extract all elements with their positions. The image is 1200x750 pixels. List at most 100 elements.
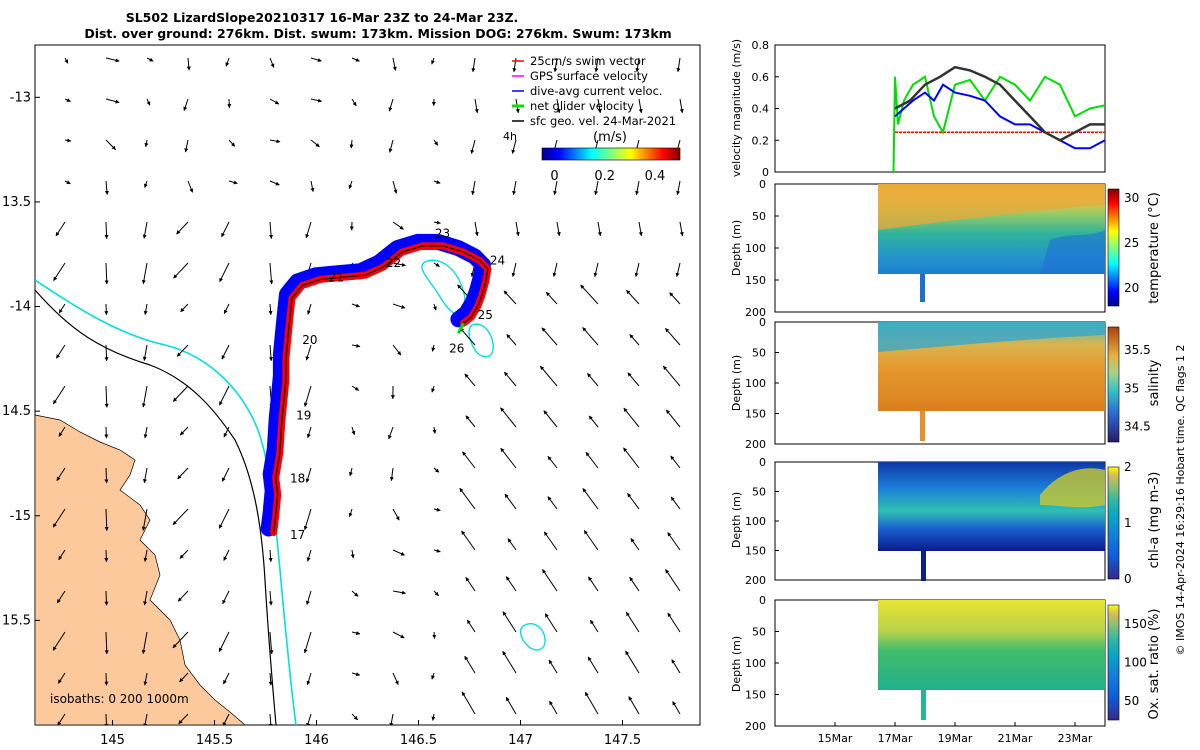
velocity-arrow bbox=[225, 57, 230, 67]
glider-track bbox=[260, 233, 492, 537]
depth-tick-label: 0 bbox=[759, 316, 766, 329]
colorbar-tick-label: 0.2 bbox=[594, 169, 615, 184]
oxygen-ylabel: Depth (m) bbox=[730, 636, 743, 692]
velocity-arrow bbox=[351, 631, 361, 635]
velocity-arrow bbox=[305, 344, 312, 361]
oxygen-panel: Depth (m) Ox. sat. ratio (%) bbox=[730, 599, 1162, 727]
velocity-arrow bbox=[389, 467, 394, 482]
velocity-arrow bbox=[662, 365, 681, 387]
velocity-arrow bbox=[223, 303, 230, 314]
depth-tick-label: 150 bbox=[745, 274, 766, 287]
day-labels: 17 18 19 20 21 22 23 24 25 26 bbox=[290, 226, 505, 541]
date-tick-label: 17Mar bbox=[878, 732, 913, 745]
velocity-arrow bbox=[351, 672, 361, 677]
velocity-y-tick-label: 0.4 bbox=[752, 103, 770, 116]
velocity-arrow bbox=[670, 496, 681, 510]
day-label: 17 bbox=[290, 528, 305, 542]
velocity-arrow bbox=[104, 262, 109, 285]
sfc-geo-velocity-arrows bbox=[52, 57, 684, 725]
velocity-arrow bbox=[594, 180, 599, 196]
velocity-arrow bbox=[223, 672, 230, 685]
velocity-arrow bbox=[351, 426, 356, 436]
velocity-arrow bbox=[623, 407, 640, 428]
velocity-arrow bbox=[221, 221, 230, 238]
map-x-tick-label: 146 bbox=[304, 733, 329, 748]
legend-label: sfc geo. vel. 24-Mar-2021 bbox=[530, 114, 676, 128]
velocity-arrow bbox=[351, 98, 357, 107]
velocity-arrow bbox=[269, 180, 280, 186]
velocity-arrow bbox=[221, 467, 230, 482]
day-label: 18 bbox=[290, 471, 305, 485]
map-x-axis: 145 145.5 146 146.5 147 147.5 bbox=[100, 720, 641, 748]
velocity-arrow bbox=[177, 590, 189, 602]
velocity-arrow bbox=[431, 713, 436, 721]
velocity-arrow bbox=[630, 538, 640, 551]
velocity-arrow bbox=[459, 327, 476, 346]
velocity-arrow bbox=[432, 631, 437, 639]
velocity-arrow bbox=[310, 98, 323, 103]
track-map: 145 145.5 146 146.5 147 147.5 -1313.5-1414.5-… bbox=[2, 44, 701, 748]
depth-tick-label: 150 bbox=[745, 689, 766, 702]
velocity-y-tick-label: 0.6 bbox=[752, 71, 770, 84]
velocity-arrow bbox=[305, 467, 312, 483]
velocity-arrow bbox=[64, 138, 72, 143]
date-tick-label: 19Mar bbox=[938, 732, 973, 745]
colorbar-tick-label: 0 bbox=[550, 169, 558, 184]
velocity-arrow bbox=[351, 343, 361, 348]
velocity-arrow bbox=[228, 180, 238, 185]
isobath-200 bbox=[35, 279, 297, 725]
map-y-tick-label: 13.5 bbox=[2, 195, 31, 210]
velocity-arrow bbox=[629, 334, 640, 346]
velocity-arrow bbox=[549, 700, 558, 715]
velocity-arrow bbox=[466, 619, 476, 633]
velocity-arrow bbox=[504, 493, 517, 510]
velocity-arrow bbox=[177, 467, 189, 480]
depth-tick-label: 0 bbox=[759, 594, 766, 607]
velocity-arrow bbox=[56, 467, 66, 481]
velocity-arrow bbox=[104, 467, 109, 484]
velocity-arrow bbox=[548, 659, 558, 674]
velocity-arrow bbox=[676, 180, 681, 196]
velocity-arrow bbox=[543, 410, 558, 428]
velocity-arrow bbox=[505, 696, 517, 715]
velocity-arrow bbox=[223, 426, 230, 438]
velocity-arrow bbox=[543, 531, 558, 551]
velocity-arrow bbox=[506, 334, 517, 346]
colorbar-title: (m/s) bbox=[593, 130, 627, 145]
velocity-arrow bbox=[53, 262, 66, 281]
velocity-arrow bbox=[470, 139, 476, 154]
legend-label: GPS surface velocity bbox=[530, 69, 648, 83]
velocity-arrow bbox=[228, 139, 236, 147]
colorbar-tick-label: 35 bbox=[1124, 381, 1139, 395]
velocity-arrow bbox=[392, 508, 400, 521]
legend-hour-label: 4h bbox=[503, 130, 517, 143]
velocity-arrow bbox=[55, 221, 66, 237]
velocity-arrow bbox=[268, 344, 273, 362]
velocity-arrow bbox=[218, 385, 230, 406]
velocity-arrow bbox=[58, 426, 66, 437]
velocity-arrow bbox=[305, 590, 312, 606]
velocity-arrow bbox=[219, 262, 230, 283]
velocity-arrow bbox=[104, 344, 109, 362]
velocity-arrow bbox=[104, 385, 109, 408]
velocity-arrow bbox=[180, 303, 189, 313]
velocity-arrow bbox=[172, 631, 189, 649]
velocity-arrow bbox=[511, 262, 517, 278]
depth-tick-label: 200 bbox=[745, 306, 766, 319]
map-x-tick-label: 146.5 bbox=[400, 733, 437, 748]
velocity-arrow bbox=[349, 139, 354, 149]
velocity-arrow bbox=[146, 57, 154, 62]
colorbar-tick-label: 150 bbox=[1124, 617, 1147, 631]
velocity-arrow bbox=[176, 344, 189, 357]
map-x-tick-label: 147.5 bbox=[604, 733, 641, 748]
velocity-arrow bbox=[588, 415, 599, 428]
map-colorbar bbox=[541, 147, 681, 161]
velocity-arrow bbox=[433, 467, 440, 473]
velocity-arrow bbox=[464, 655, 476, 674]
depth-tick-label: 100 bbox=[745, 657, 766, 670]
velocity-arrow bbox=[547, 455, 558, 469]
velocity-arrow bbox=[584, 691, 599, 715]
colorbar-tick-label: 30 bbox=[1124, 191, 1139, 205]
velocity-arrow bbox=[351, 303, 361, 308]
